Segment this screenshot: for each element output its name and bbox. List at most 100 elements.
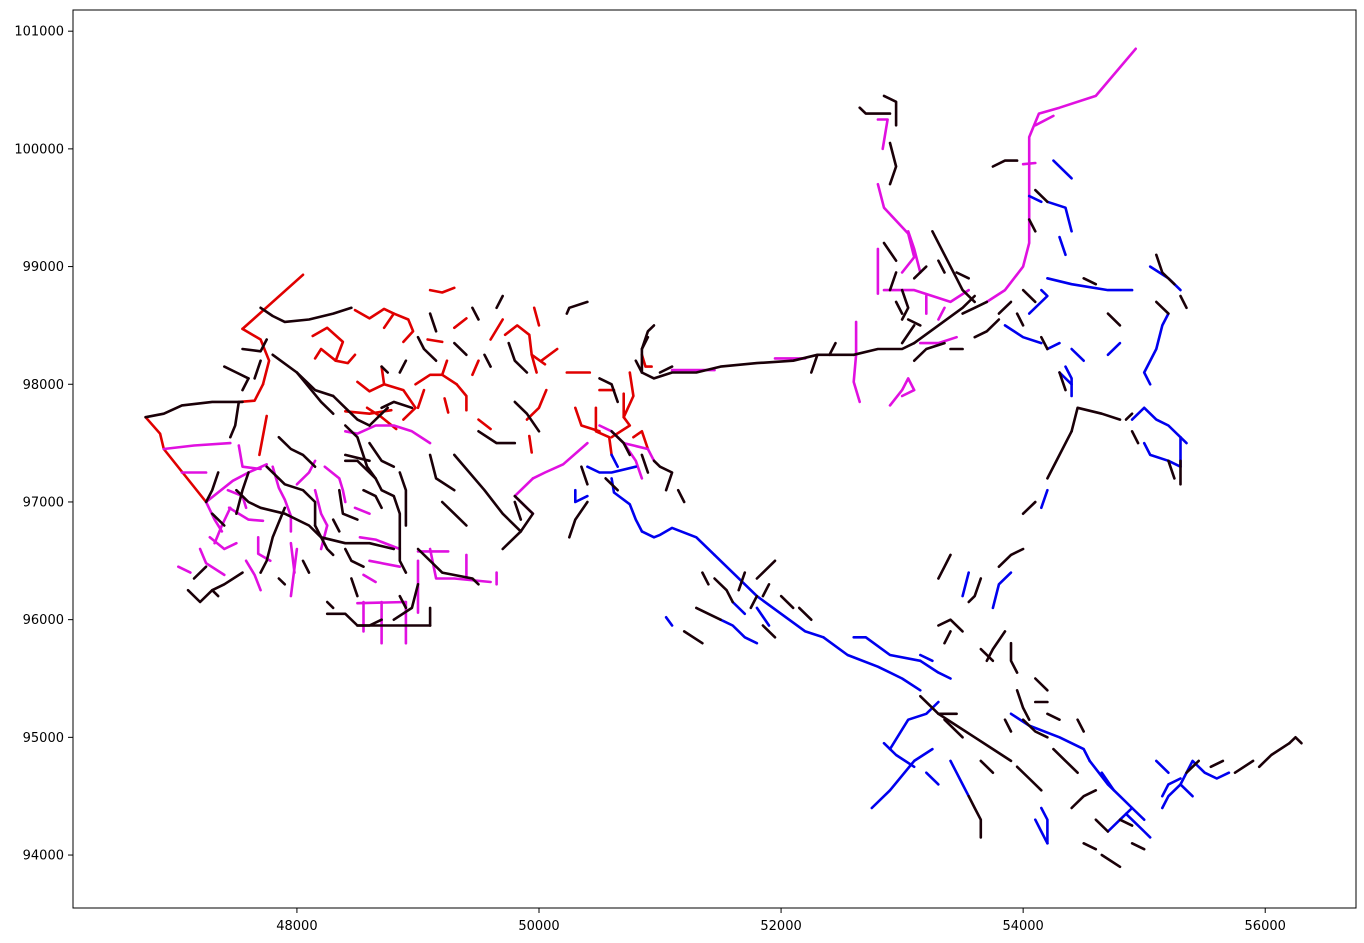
magenta-segment [888, 377, 916, 407]
black-segment [1021, 500, 1037, 516]
black-segment [997, 300, 1013, 315]
black-segment [380, 365, 390, 374]
red-segment [632, 429, 650, 451]
blue-segment [1064, 365, 1073, 398]
black-segment [325, 600, 335, 610]
blue-segment [586, 465, 638, 474]
blue-segment [1179, 783, 1194, 798]
black-segment [235, 471, 250, 516]
black-segment [749, 594, 759, 610]
red-segment [532, 306, 541, 327]
black-segment [428, 453, 456, 492]
red-segment [489, 318, 505, 341]
magenta-segment [208, 535, 238, 551]
black-segment [1118, 818, 1134, 827]
black-segment [259, 306, 353, 324]
blue-segment [1003, 324, 1043, 345]
magenta-segment [271, 465, 293, 533]
blue-segment [852, 635, 922, 663]
x-tick-label: 48000 [276, 919, 317, 934]
black-segment [937, 259, 946, 274]
blue-segment [1058, 235, 1067, 257]
black-segment [1124, 412, 1134, 421]
black-segment [580, 465, 589, 486]
magenta-segment [177, 565, 192, 574]
black-segment [343, 459, 408, 574]
black-segment [1040, 335, 1049, 351]
red-segment [573, 406, 601, 433]
blue-segment [1155, 759, 1170, 775]
blue-segment [1106, 341, 1122, 357]
black-segment [416, 547, 480, 586]
red-segment [530, 353, 538, 374]
black-segment [694, 606, 722, 622]
black-segment [398, 359, 408, 374]
black-segment [501, 530, 523, 551]
magenta-segment [876, 118, 889, 151]
black-segment [610, 429, 632, 457]
black-segment [858, 106, 892, 115]
blue-segment [1040, 806, 1049, 845]
red-segment [144, 415, 208, 504]
red-segment [414, 373, 459, 386]
black-segment [985, 630, 1007, 663]
blue-segment [1040, 488, 1049, 510]
magenta-segment [213, 506, 232, 545]
red-segment [258, 414, 269, 457]
black-segment [368, 406, 390, 427]
black-segment [676, 488, 686, 504]
network-segments [144, 47, 1303, 869]
red-segment [525, 388, 548, 421]
black-segment [1046, 429, 1073, 480]
magenta-segment [362, 573, 377, 584]
black-segment [313, 524, 335, 557]
blue-segment [1052, 159, 1073, 180]
red-segment [311, 326, 345, 363]
black-segment [658, 365, 674, 374]
black-segment [761, 624, 777, 639]
black-segment [991, 159, 1019, 168]
y-tick-label: 99000 [23, 260, 64, 275]
black-segment [598, 377, 620, 404]
black-segment [943, 718, 964, 739]
magenta-segment [918, 335, 958, 345]
blue-segment [1046, 200, 1073, 233]
y-tick-label: 98000 [23, 378, 64, 393]
magenta-segment [531, 441, 589, 480]
black-segment [937, 553, 952, 580]
x-tick-label: 50000 [518, 919, 559, 934]
blue-segment [610, 453, 620, 469]
black-segment [604, 477, 620, 492]
black-segment [1027, 218, 1037, 233]
blue-segment [1130, 406, 1188, 445]
black-segment [259, 506, 287, 574]
blue-segment [1046, 341, 1061, 351]
black-segment [1070, 406, 1122, 433]
black-segment [331, 394, 371, 427]
black-segment [567, 500, 589, 539]
black-segment [1003, 718, 1013, 733]
black-segment [253, 359, 262, 380]
black-segment [1052, 747, 1079, 775]
black-segment [229, 400, 241, 439]
black-segment [900, 288, 910, 321]
black-segment [210, 512, 226, 527]
black-segment [713, 577, 735, 604]
black-segment [755, 559, 777, 580]
blue-segment [1009, 712, 1091, 763]
red-segment [416, 388, 426, 410]
red-segment [452, 317, 468, 330]
black-segment [1015, 688, 1031, 722]
black-segment [343, 547, 365, 569]
black-segment [682, 630, 704, 645]
black-segment [997, 547, 1025, 569]
blue-segment [573, 488, 589, 504]
black-segment [797, 606, 813, 622]
blue-segment [1070, 347, 1085, 363]
black-segment [398, 471, 408, 527]
black-segment [652, 459, 674, 492]
x-tick-label: 56000 [1245, 919, 1286, 934]
black-segment [973, 318, 1001, 339]
